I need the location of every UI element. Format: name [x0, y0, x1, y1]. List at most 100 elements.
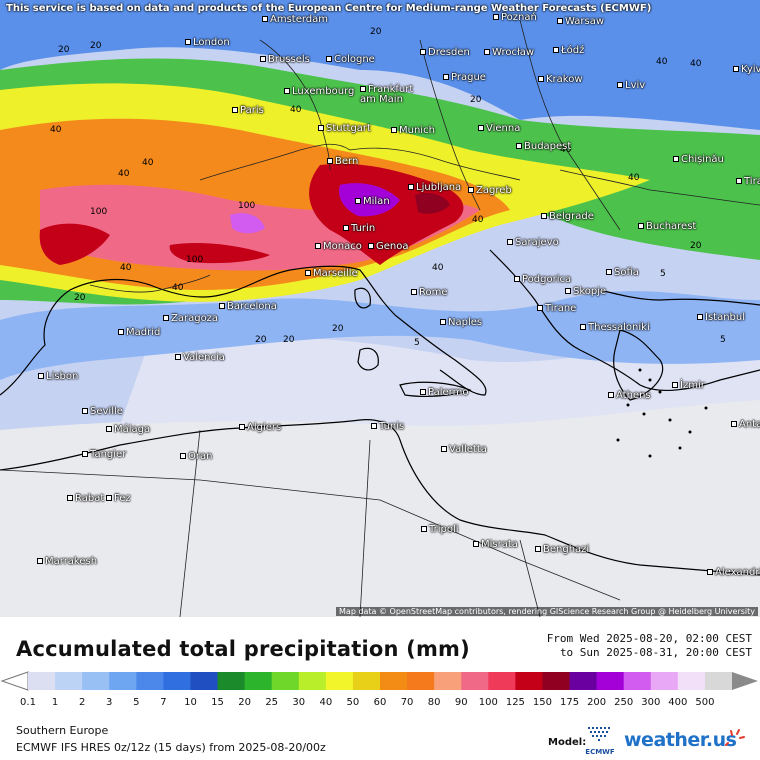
precipitation-map[interactable]: 20 20 20 20 40 40 40 40 40 100 100 100 40 20 40 20…: [0, 0, 760, 617]
scale-swatch: [163, 672, 191, 690]
city-label: Istanbul: [697, 313, 745, 323]
scale-swatch: [298, 672, 327, 690]
scale-swatch: [28, 672, 56, 690]
city-label: Tira: [736, 177, 760, 187]
svg-text:100: 100: [186, 255, 203, 265]
scale-swatch: [407, 672, 435, 690]
city-label: Marseille: [305, 269, 358, 279]
city-label: Athens: [608, 391, 651, 401]
scale-swatch: [244, 672, 273, 690]
scale-swatch: [434, 672, 462, 690]
ecmwf-logo: ECMWF: [585, 727, 615, 756]
svg-text:40: 40: [432, 263, 444, 273]
scale-swatch: [55, 672, 83, 690]
city-label: Antal: [731, 420, 760, 430]
scale-tick-label: 175: [559, 697, 580, 708]
scale-swatch: [704, 672, 733, 690]
svg-text:40: 40: [472, 215, 484, 225]
scale-tick-label: 150: [532, 697, 552, 708]
scale-swatch: [109, 672, 137, 690]
svg-text:20: 20: [90, 41, 102, 51]
scale-swatch: [542, 672, 571, 690]
svg-text:40: 40: [142, 158, 154, 168]
color-scale-ticks: 0.1 1 2 3 5 7 10 15 20 25 30 40 50 60 70 80 90 100 125 150 1…: [0, 697, 760, 711]
svg-text:40: 40: [172, 283, 184, 293]
svg-text:40: 40: [120, 263, 132, 273]
svg-text:20: 20: [74, 293, 86, 303]
city-label: Budapest: [516, 142, 571, 152]
scale-tick-label: 5: [133, 697, 140, 708]
city-label: Stuttgart: [318, 124, 371, 134]
map-attribution: Map data © OpenStreetMap contributors, r…: [336, 607, 758, 616]
city-label: Krakow: [538, 75, 583, 85]
city-label: Monaco: [315, 242, 362, 252]
scale-swatch: [623, 672, 652, 690]
city-label: Vienna: [478, 124, 520, 134]
scale-tick-label: 200: [587, 697, 607, 708]
scale-tick-label: 40: [319, 697, 333, 708]
city-label: Luxembourg: [284, 87, 354, 97]
city-label: Tirane: [537, 304, 576, 314]
scale-swatch: [677, 672, 706, 690]
city-label: Málaga: [106, 425, 150, 435]
city-label: Tangier: [82, 450, 126, 460]
city-label: Rome: [411, 288, 448, 298]
city-label: Warsaw: [557, 17, 604, 27]
scale-tick-label: 100: [478, 697, 498, 708]
city-label: Benghazi: [535, 545, 589, 555]
city-label: Łódź: [553, 46, 584, 56]
city-label: Thessaloniki: [580, 323, 650, 333]
city-label: Barcelona: [219, 302, 277, 312]
svg-text:40: 40: [118, 169, 130, 179]
scale-swatch: [380, 672, 408, 690]
sun-icon: [725, 729, 745, 746]
ecmwf-text: ECMWF: [585, 748, 615, 756]
city-label: Bern: [327, 157, 358, 167]
city-label: Alexandri: [707, 568, 760, 578]
scale-tick-label: 15: [211, 697, 224, 708]
city-label: Belgrade: [541, 212, 594, 222]
scale-tick-label: 250: [614, 697, 634, 708]
scale-swatch: [217, 672, 246, 690]
weather-us-logo[interactable]: weather.us: [624, 729, 737, 751]
city-label: Podgorica: [514, 275, 571, 285]
scale-swatch: [271, 672, 300, 690]
city-label: Sofia: [606, 268, 639, 278]
city-label: Marrakesh: [37, 557, 97, 567]
svg-text:20: 20: [690, 241, 702, 251]
scale-swatch: [190, 672, 219, 690]
scale-swatch: [461, 672, 489, 690]
scale-tick-label: 2: [78, 697, 86, 708]
svg-text:20: 20: [332, 324, 344, 334]
scale-tick-label: 7: [160, 697, 167, 708]
scale-tick-label: 3: [106, 697, 113, 708]
svg-text:5: 5: [660, 269, 666, 279]
svg-text:40: 40: [50, 125, 62, 135]
period-to: to Sun 2025-08-31, 20:00 CEST: [559, 646, 752, 659]
city-label: Dresden: [420, 48, 470, 58]
city-label: Skopje: [565, 287, 606, 297]
city-label: Cologne: [326, 55, 375, 65]
city-label: Ljubljana: [408, 183, 461, 193]
city-label: Paris: [232, 106, 264, 116]
forecast-period: From Wed 2025-08-20, 02:00 CEST to Sun 2…: [547, 632, 752, 660]
city-label: Madrid: [118, 328, 160, 338]
svg-text:20: 20: [58, 45, 70, 55]
scale-swatch: [569, 672, 598, 690]
city-label: Lisbon: [38, 372, 78, 382]
city-label: Zagreb: [468, 186, 512, 196]
svg-text:40: 40: [656, 57, 668, 67]
svg-text:40: 40: [290, 105, 302, 115]
color-scale-bar: [0, 671, 758, 691]
city-label: Brussels: [260, 55, 310, 65]
scale-tick-label: 50: [346, 697, 360, 708]
scale-swatch: [82, 672, 110, 690]
city-label: Sarajevo: [507, 238, 559, 248]
city-label: Misrata: [473, 540, 518, 550]
scale-swatch: [325, 672, 354, 690]
period-from: From Wed 2025-08-20, 02:00 CEST: [546, 632, 752, 645]
scale-tick-label: 70: [400, 697, 414, 708]
model-run-label: ECMWF IFS HRES 0z/12z (15 days) from 202…: [16, 741, 326, 754]
city-label: Amsterdam: [262, 15, 328, 25]
city-label: Genoa: [368, 242, 409, 252]
